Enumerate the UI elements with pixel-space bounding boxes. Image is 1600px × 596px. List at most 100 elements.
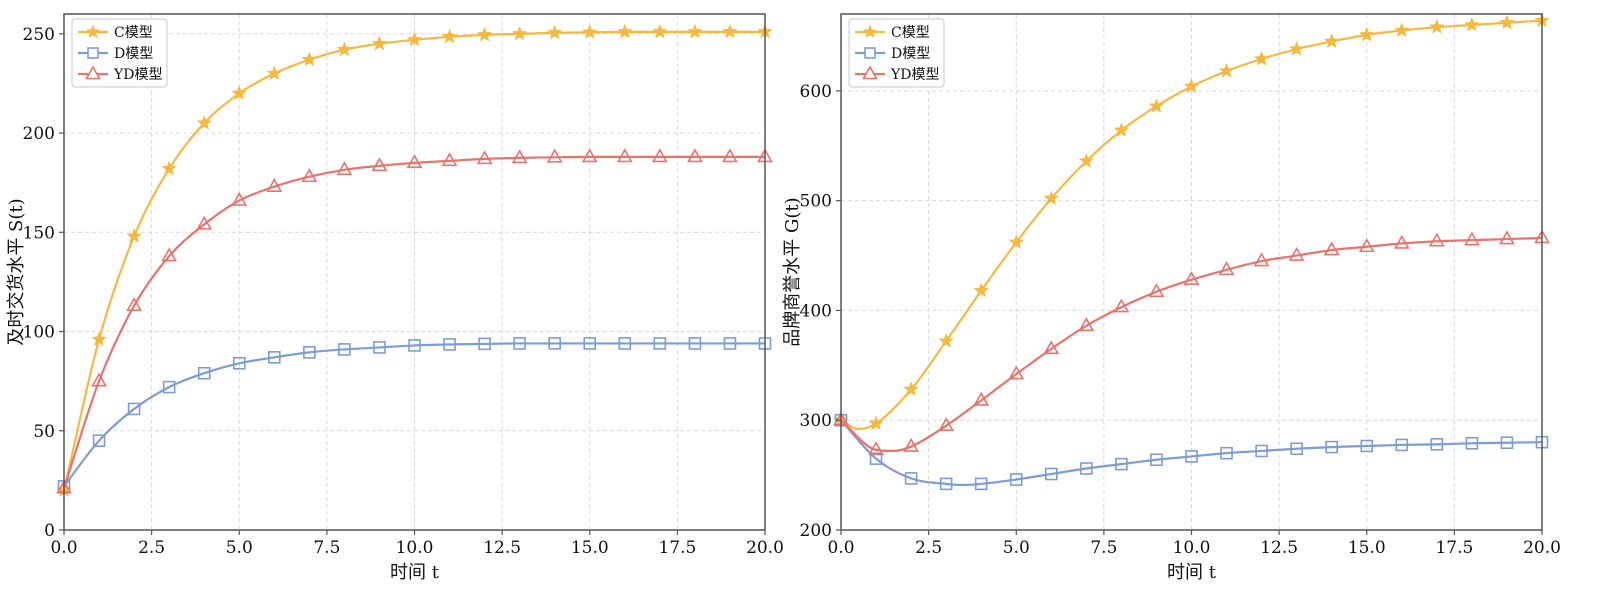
data-point bbox=[1008, 234, 1025, 249]
x-axis: 0.0 2.5 5.0 7.5 10.0 12.5 15.0 17.5 20.0 bbox=[50, 530, 784, 558]
data-point bbox=[1009, 473, 1023, 486]
data-point bbox=[196, 114, 212, 130]
data-point bbox=[618, 337, 632, 350]
x-tick-label: 12.5 bbox=[1260, 538, 1298, 558]
data-point bbox=[126, 297, 142, 312]
series-star bbox=[56, 23, 773, 497]
data-point bbox=[1253, 252, 1270, 267]
data-point bbox=[687, 148, 703, 163]
data-point bbox=[1043, 190, 1060, 206]
data-point bbox=[652, 23, 668, 39]
data-point bbox=[938, 332, 954, 348]
data-point bbox=[161, 160, 177, 176]
y-tick-label: 200 bbox=[800, 521, 832, 541]
y-tick-label: 300 bbox=[800, 411, 832, 431]
data-point bbox=[1115, 457, 1128, 471]
series-square bbox=[834, 413, 1549, 491]
y-tick-label: 100 bbox=[23, 323, 55, 343]
data-point bbox=[231, 191, 248, 206]
legend-label: C模型 bbox=[891, 25, 930, 41]
legend-item: YD模型 bbox=[855, 65, 939, 83]
data-point bbox=[1464, 16, 1480, 32]
legend-marker bbox=[864, 47, 876, 59]
data-point bbox=[371, 157, 388, 172]
x-tick-label: 17.5 bbox=[1435, 538, 1473, 558]
x-tick-label: 20.0 bbox=[1523, 538, 1561, 558]
data-point bbox=[581, 148, 598, 163]
data-point bbox=[266, 65, 283, 81]
data-point bbox=[441, 152, 458, 167]
data-point bbox=[868, 441, 884, 456]
data-point bbox=[1393, 234, 1410, 249]
data-point bbox=[371, 35, 388, 51]
data-point bbox=[1220, 446, 1233, 460]
data-point bbox=[1078, 317, 1095, 332]
x-axis-label: 时间 t bbox=[390, 562, 440, 583]
data-point bbox=[973, 391, 990, 406]
data-point bbox=[1429, 18, 1445, 34]
data-point bbox=[476, 26, 493, 42]
data-point bbox=[616, 148, 633, 163]
x-tick-label: 5.0 bbox=[226, 538, 253, 558]
legend: C模型 D模型 YD模型 bbox=[71, 18, 168, 88]
data-point bbox=[1499, 14, 1515, 30]
data-point bbox=[1358, 26, 1375, 42]
data-point bbox=[92, 434, 106, 447]
data-point bbox=[723, 337, 737, 350]
data-point bbox=[406, 31, 423, 47]
data-point bbox=[1183, 78, 1200, 94]
y-tick-label: 500 bbox=[800, 192, 832, 212]
data-point bbox=[267, 351, 281, 364]
data-point bbox=[1288, 246, 1305, 261]
legend-marker bbox=[87, 47, 99, 59]
data-point bbox=[1113, 122, 1130, 138]
data-point bbox=[408, 339, 421, 352]
x-tick-label: 0.0 bbox=[50, 538, 77, 558]
y-axis-label: 及时交货水平 S(t) bbox=[6, 198, 27, 345]
chart-s-t: 0.0 2.5 5.0 7.5 10.0 12.5 15.0 17.5 20.0 时间 t 0 50 1… bbox=[6, 13, 784, 583]
data-point bbox=[1394, 22, 1410, 38]
x-tick-label: 7.5 bbox=[313, 538, 340, 558]
data-point bbox=[443, 338, 456, 351]
data-point bbox=[653, 337, 667, 350]
data-point bbox=[651, 148, 668, 163]
legend-label: D模型 bbox=[891, 46, 930, 62]
data-point bbox=[1148, 283, 1165, 298]
legend-label: C模型 bbox=[114, 25, 153, 41]
data-point bbox=[373, 341, 386, 354]
data-point bbox=[406, 154, 423, 169]
y-axis: 0 50 100 150 200 250 bbox=[23, 25, 64, 541]
data-point bbox=[441, 28, 458, 44]
data-point bbox=[336, 41, 353, 57]
data-point bbox=[91, 372, 107, 387]
x-axis: 0.0 2.5 5.0 7.5 10.0 12.5 15.0 17.5 20.0 bbox=[827, 530, 1561, 558]
legend-marker bbox=[85, 65, 101, 80]
legend-marker bbox=[862, 24, 878, 39]
data-point bbox=[162, 380, 176, 394]
data-point bbox=[869, 452, 883, 465]
data-point bbox=[617, 23, 633, 39]
data-point bbox=[1325, 440, 1338, 454]
data-point bbox=[1395, 438, 1409, 452]
data-point bbox=[868, 415, 884, 431]
data-point bbox=[336, 161, 353, 176]
data-point bbox=[197, 366, 211, 380]
data-point bbox=[973, 282, 989, 298]
data-point bbox=[476, 150, 493, 165]
data-point bbox=[1148, 98, 1165, 113]
y-axis-label: 品牌商誉水平 G(t) bbox=[782, 197, 803, 346]
data-point bbox=[1078, 152, 1095, 168]
data-point bbox=[1290, 442, 1303, 456]
data-point bbox=[1499, 230, 1515, 245]
data-point bbox=[546, 24, 563, 40]
data-point bbox=[478, 337, 491, 351]
x-tick-label: 2.5 bbox=[915, 538, 942, 558]
series-line bbox=[62, 30, 765, 491]
legend-item: C模型 bbox=[78, 24, 153, 41]
data-point bbox=[548, 337, 562, 350]
grid-lines bbox=[841, 14, 1542, 530]
legend-item: YD模型 bbox=[78, 65, 162, 83]
y-tick-label: 250 bbox=[23, 25, 55, 45]
data-point bbox=[231, 85, 248, 101]
data-point bbox=[1430, 438, 1444, 451]
